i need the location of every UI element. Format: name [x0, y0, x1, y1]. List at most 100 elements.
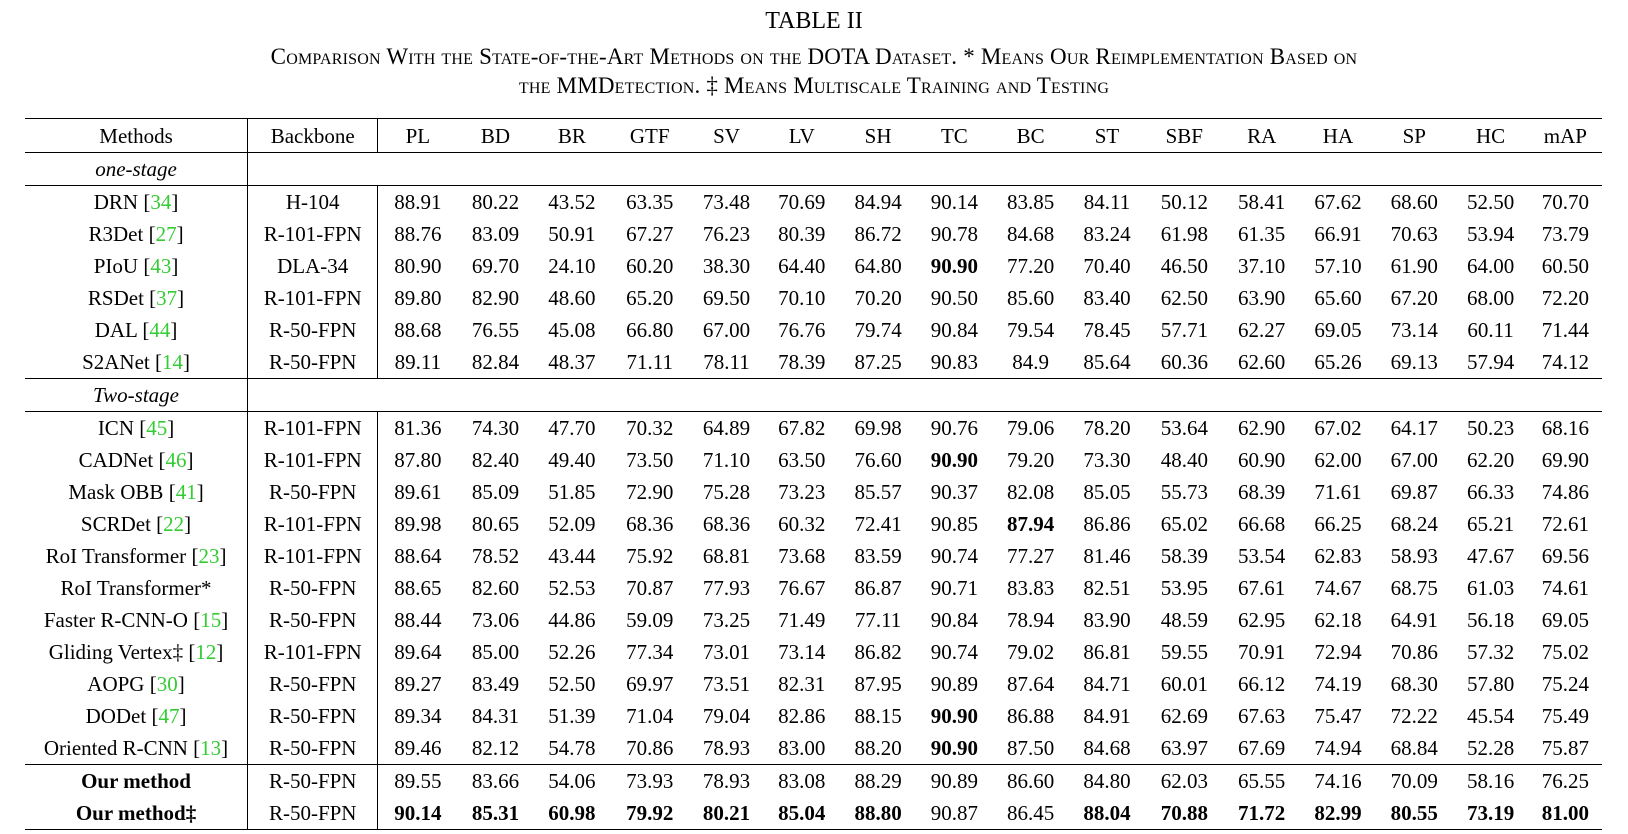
ra-value-cell: 62.27 [1238, 318, 1286, 342]
method-name: DODet [85, 704, 147, 728]
sh-value-cell: 88.29 [839, 764, 917, 797]
method-cell: PIoU [43] [25, 250, 249, 282]
citation-link[interactable]: 44 [149, 318, 171, 342]
gtf-value-cell: 69.97 [626, 672, 674, 696]
backbone-cell: R-50-FPN [247, 604, 379, 636]
sbf-value-cell: 62.03 [1145, 764, 1224, 797]
method-name: AOPG [87, 672, 145, 696]
backbone-cell: R-50-FPN [247, 346, 379, 379]
ra-value-cell: 53.54 [1238, 544, 1286, 568]
hc-value-cell: 64.00 [1466, 254, 1515, 278]
citation-link[interactable]: 14 [161, 350, 183, 374]
citation-link[interactable]: 30 [156, 672, 178, 696]
lv-value-cell: 73.68 [778, 544, 826, 568]
map-value-cell: 69.90 [1541, 448, 1589, 472]
citation-link[interactable]: 23 [198, 544, 220, 568]
citation-link[interactable]: 37 [156, 286, 178, 310]
ha-value-cell: 66.91 [1314, 222, 1362, 246]
bc-value-cell: 79.02 [1007, 640, 1055, 664]
sv-value-cell: 71.10 [702, 448, 751, 472]
pl-value-cell: 88.44 [394, 608, 442, 632]
lv-value-cell: 83.00 [778, 736, 826, 760]
lv-value-cell: 82.86 [778, 704, 826, 728]
tc-value-cell: 90.87 [916, 797, 993, 830]
bd-value-cell: 78.52 [471, 544, 520, 568]
bc-value-cell: 86.60 [992, 764, 1069, 797]
method-cell: Gliding Vertex‡ [12] [25, 636, 249, 668]
citation-link[interactable]: 46 [165, 448, 187, 472]
citation-link[interactable]: 22 [163, 512, 185, 536]
pl-value-cell: 89.27 [394, 672, 442, 696]
citation-link[interactable]: 41 [175, 480, 197, 504]
table-row: S2ANet [14] R-50-FPN 89.11 82.84 48.37 71.11 7… [25, 346, 1602, 379]
table-row: AOPG [30] R-50-FPN 89.27 83.49 52.50 69.97 73.… [25, 668, 1602, 700]
table-row: R3Det [27] R-101-FPN 88.76 83.09 50.91 67.27 7… [25, 218, 1602, 250]
citation-link[interactable]: 34 [150, 190, 172, 214]
gtf-value-cell: 65.20 [626, 286, 674, 310]
backbone-cell: R-50-FPN [247, 476, 379, 508]
ra-value-cell: 60.90 [1238, 448, 1286, 472]
method-cell: Our method [25, 764, 249, 797]
bd-value-cell: 73.06 [471, 608, 520, 632]
table-row: Mask OBB [41] R-50-FPN 89.61 85.09 51.85 72.9… [25, 476, 1602, 508]
backbone-cell: R-101-FPN [247, 444, 379, 476]
method-name: Oriented R-CNN [43, 736, 188, 760]
citation-link[interactable]: 27 [155, 222, 177, 246]
sv-value-cell: 79.04 [702, 704, 751, 728]
citation-link[interactable]: 15 [200, 608, 222, 632]
hc-value-cell: 73.19 [1452, 797, 1529, 830]
backbone-cell: H-104 [247, 185, 379, 218]
sbf-value-cell: 58.39 [1160, 544, 1208, 568]
column-header-bd: BD [457, 118, 534, 153]
sbf-value-cell: 48.40 [1160, 448, 1208, 472]
lv-value-cell: 60.32 [778, 512, 826, 536]
table-row: ICN [45] R-101-FPN 81.36 74.30 47.70 70.32 64.… [25, 411, 1602, 444]
column-header-sh: SH [839, 118, 917, 153]
sp-value-cell: 68.84 [1390, 736, 1438, 760]
map-value-cell: 74.86 [1541, 480, 1589, 504]
br-value-cell: 49.40 [548, 448, 596, 472]
gtf-value-cell: 72.90 [626, 480, 674, 504]
column-header-bc: BC [992, 118, 1069, 153]
gtf-value-cell: 67.27 [626, 222, 674, 246]
citation-link[interactable]: 13 [200, 736, 222, 760]
sbf-value-cell: 53.95 [1160, 576, 1208, 600]
ra-value-cell: 61.35 [1238, 222, 1286, 246]
pl-value-cell: 88.65 [394, 576, 442, 600]
hc-value-cell: 58.16 [1452, 764, 1529, 797]
tc-value-cell: 90.83 [916, 346, 993, 379]
method-name: SCRDet [80, 512, 151, 536]
citation-link[interactable]: 12 [195, 640, 217, 664]
ha-value-cell: 65.60 [1314, 286, 1362, 310]
br-value-cell: 60.98 [533, 797, 610, 830]
hc-value-cell: 47.67 [1466, 544, 1515, 568]
ra-value-cell: 37.10 [1238, 254, 1286, 278]
sp-value-cell: 70.86 [1390, 640, 1438, 664]
st-value-cell: 84.80 [1068, 764, 1146, 797]
tc-value-cell: 90.74 [930, 640, 978, 664]
citation-link[interactable]: 47 [158, 704, 180, 728]
ha-value-cell: 69.05 [1314, 318, 1362, 342]
lv-value-cell: 71.49 [778, 608, 826, 632]
backbone-cell: R-50-FPN [247, 572, 379, 604]
map-value-cell: 76.25 [1528, 764, 1602, 797]
citation-link[interactable]: 43 [150, 254, 172, 278]
st-value-cell: 84.11 [1083, 190, 1131, 214]
sh-value-cell: 79.74 [854, 318, 902, 342]
st-value-cell: 73.30 [1083, 448, 1131, 472]
citation-link[interactable]: 45 [146, 416, 168, 440]
ra-value-cell: 67.63 [1238, 704, 1286, 728]
ra-value-cell: 62.95 [1238, 608, 1286, 632]
bd-value-cell: 76.55 [471, 318, 520, 342]
bc-value-cell: 87.50 [1007, 736, 1055, 760]
sv-value-cell: 64.89 [702, 416, 751, 440]
tc-value-cell: 90.37 [930, 480, 978, 504]
bd-value-cell: 82.84 [457, 346, 534, 379]
column-header-sp: SP [1376, 118, 1453, 153]
bc-value-cell: 84.9 [992, 346, 1069, 379]
bc-value-cell: 83.85 [1007, 190, 1055, 214]
ra-value-cell: 70.91 [1238, 640, 1286, 664]
ha-value-cell: 74.19 [1314, 672, 1362, 696]
bd-value-cell: 80.22 [471, 190, 520, 214]
lv-value-cell: 63.50 [778, 448, 826, 472]
